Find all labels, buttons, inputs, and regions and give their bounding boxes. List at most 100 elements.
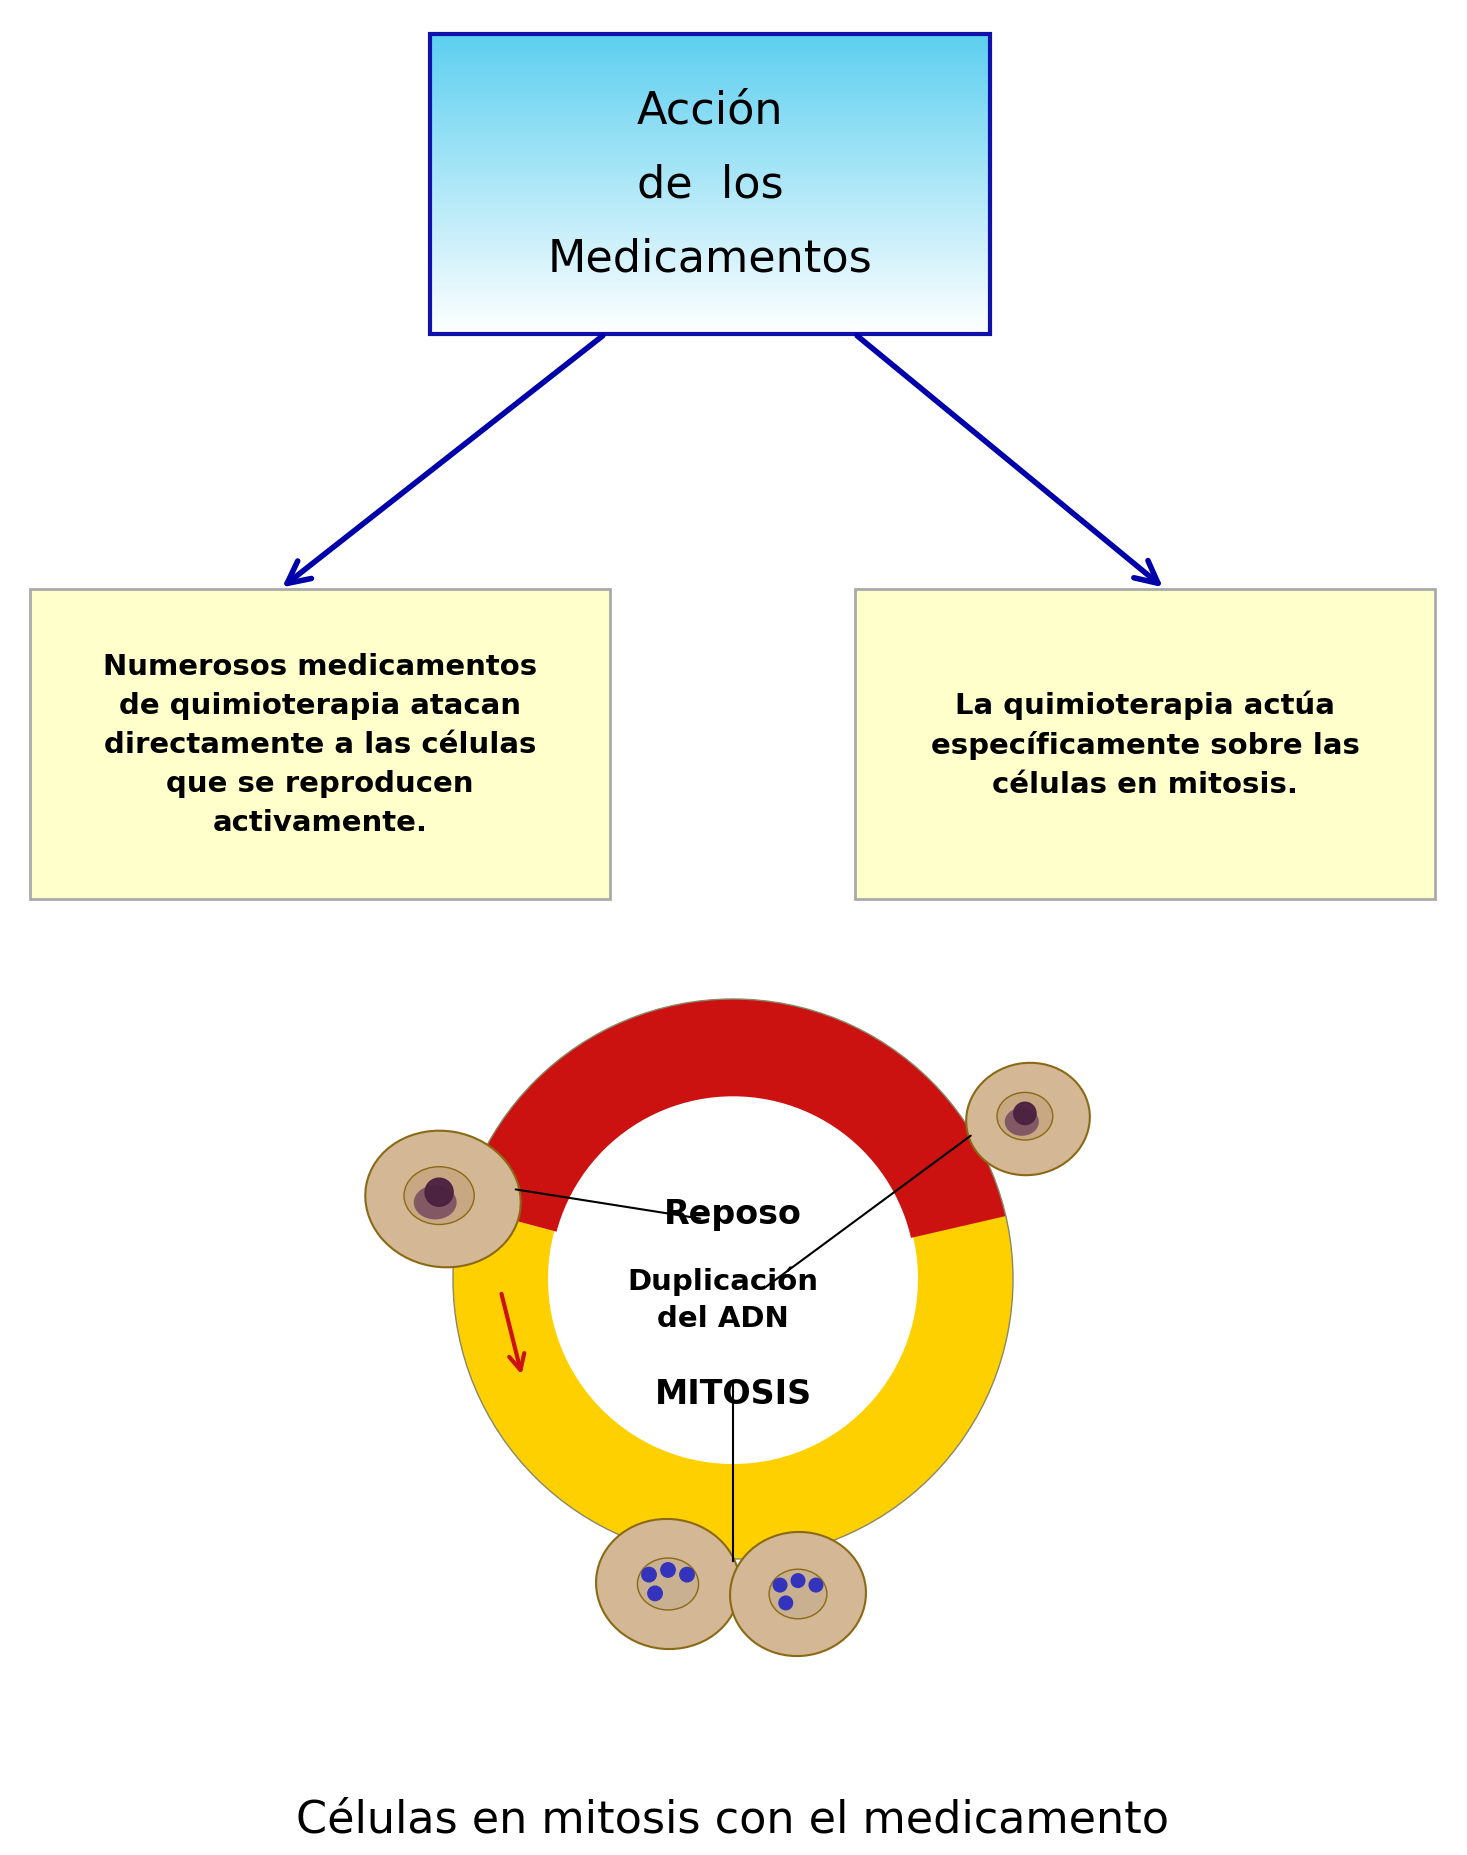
Bar [430,37,990,41]
Bar [430,115,990,119]
Bar [430,41,990,43]
Bar [430,326,990,330]
Circle shape [552,1098,915,1462]
Bar [430,70,990,72]
Bar [430,82,990,85]
Bar [430,278,990,280]
Bar [430,58,990,61]
Bar [430,319,990,323]
Bar [430,237,990,241]
Bar [855,590,1435,900]
Bar [430,267,990,271]
Bar [430,308,990,310]
Bar [430,150,990,152]
Bar [430,63,990,65]
Bar [430,189,990,193]
Bar [430,43,990,46]
Circle shape [1014,1102,1036,1124]
Bar [430,128,990,130]
Bar [430,304,990,308]
Bar [430,180,990,184]
Bar [430,262,990,265]
Bar [430,223,990,224]
Bar [430,124,990,128]
Bar [430,236,990,237]
Bar [29,590,610,900]
Bar [430,139,990,143]
Bar [430,165,990,169]
Bar [430,113,990,115]
Bar [430,59,990,63]
Bar [430,258,990,260]
Bar [430,173,990,176]
Bar [430,250,990,252]
Bar [430,117,990,121]
Ellipse shape [403,1167,474,1224]
Bar [430,174,990,178]
Bar [430,137,990,141]
Text: Acción
de  los
Medicamentos: Acción de los Medicamentos [547,89,873,280]
Bar [430,106,990,108]
Bar [430,186,990,187]
Bar [430,295,990,299]
Bar [430,65,990,69]
Bar [430,232,990,236]
Bar [430,122,990,126]
Bar [430,158,990,160]
Bar [430,145,990,148]
Bar [430,35,990,37]
Text: Duplicación
del ADN: Duplicación del ADN [628,1267,819,1332]
Bar [430,211,990,215]
Circle shape [648,1586,662,1601]
Bar [430,297,990,301]
Bar [430,156,990,158]
Bar [430,280,990,282]
Bar [430,310,990,313]
Bar [430,85,990,87]
Ellipse shape [731,1532,866,1657]
Bar [430,245,990,249]
Bar [430,121,990,122]
Bar [430,273,990,275]
Bar [430,187,990,191]
Circle shape [641,1567,656,1582]
Bar [430,93,990,95]
Bar [430,102,990,106]
Text: La quimioterapia actúa
específicamente sobre las
células en mitosis.: La quimioterapia actúa específicamente s… [930,690,1360,800]
Ellipse shape [769,1569,827,1619]
Ellipse shape [967,1063,1090,1176]
Wedge shape [453,1208,1014,1560]
Bar [430,224,990,228]
Text: Numerosos medicamentos
de quimioterapia atacan
directamente a las células
que se: Numerosos medicamentos de quimioterapia … [103,653,537,837]
Ellipse shape [365,1132,521,1267]
Bar [430,325,990,328]
Bar [430,80,990,83]
Bar [430,215,990,217]
Circle shape [810,1579,823,1592]
Ellipse shape [637,1558,698,1610]
Text: Reposo: Reposo [665,1198,802,1232]
Bar [430,132,990,135]
Bar [430,74,990,78]
Bar [430,50,990,54]
Circle shape [425,1178,453,1206]
Bar [430,210,990,213]
Bar [430,293,990,295]
Bar [430,48,990,50]
Text: MITOSIS: MITOSIS [654,1378,811,1412]
Bar [430,288,990,291]
Bar [430,95,990,98]
Bar [430,204,990,208]
Circle shape [679,1567,694,1582]
Ellipse shape [998,1093,1053,1141]
Bar [430,208,990,210]
Bar [430,160,990,163]
Bar [430,152,990,156]
Bar [430,171,990,173]
Text: Células en mitosis con el medicamento: Células en mitosis con el medicamento [296,1797,1169,1840]
Bar [430,243,990,245]
Bar [430,72,990,76]
Bar [430,182,990,186]
Bar [430,100,990,102]
Bar [430,167,990,171]
